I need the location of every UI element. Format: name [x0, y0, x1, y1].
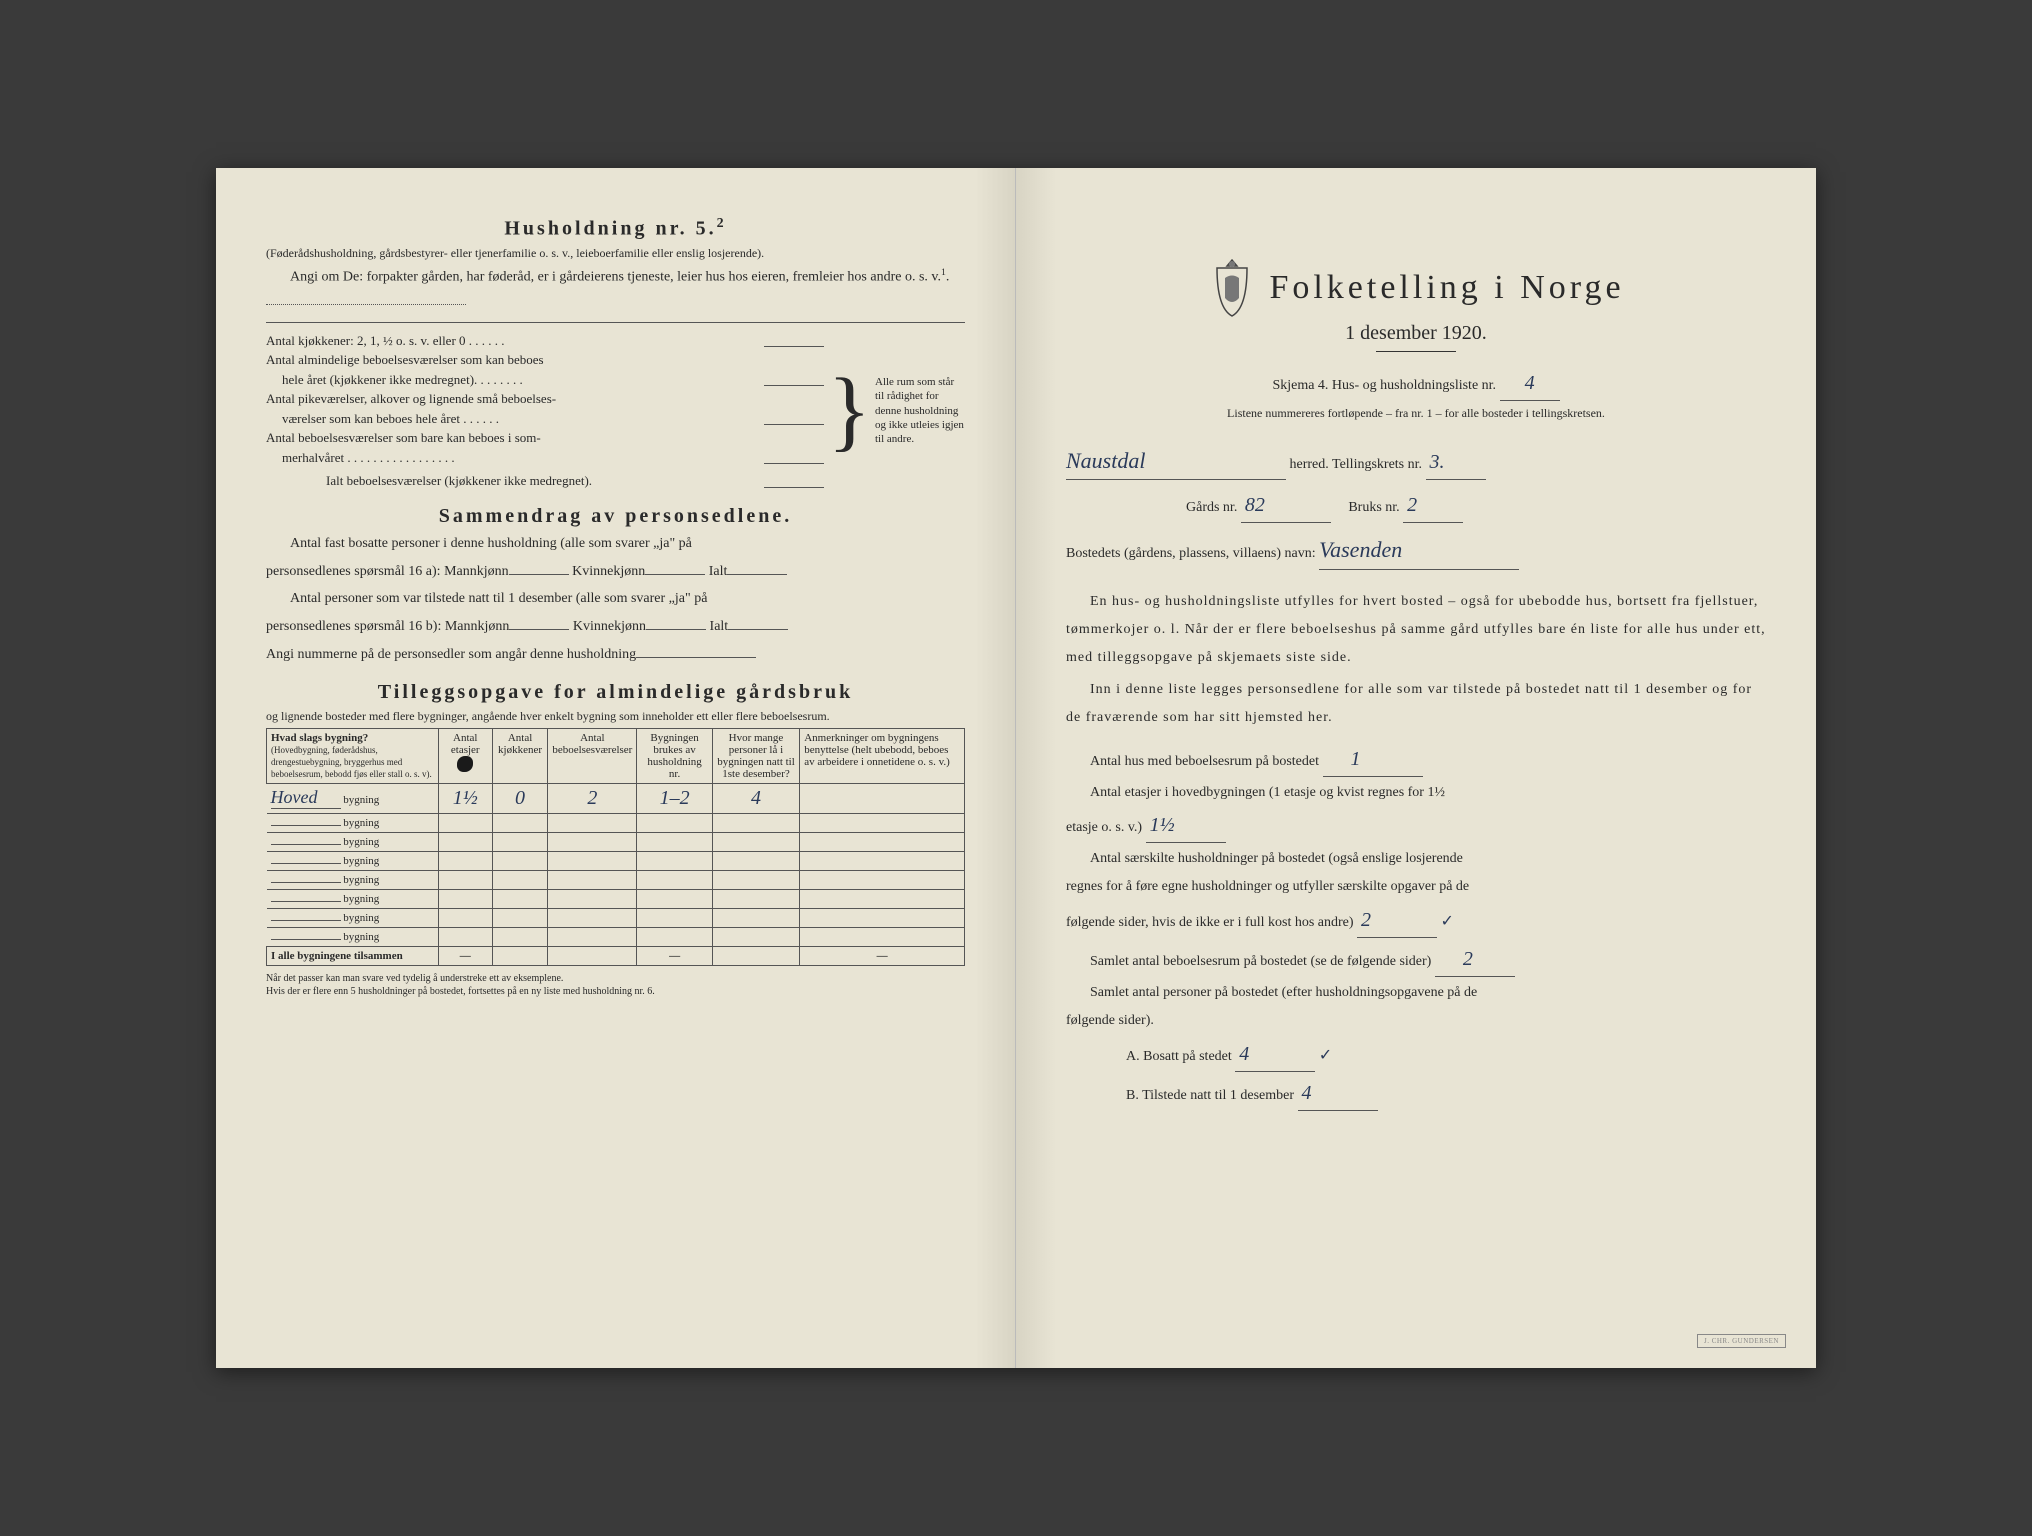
th-type: Hvad slags bygning? (Hovedbygning, føder…: [267, 729, 439, 784]
herred-line: Naustdal herred. Tellingskrets nr. 3.: [1066, 442, 1766, 480]
brace-icon: }: [824, 361, 875, 461]
table-row: bygning: [267, 871, 965, 890]
skjema-line: Skjema 4. Hus- og husholdningsliste nr. …: [1066, 366, 1766, 401]
buildings-table: Hvad slags bygning? (Hovedbygning, føder…: [266, 728, 965, 966]
subtitle-date: 1 desember 1920.: [1066, 322, 1766, 345]
summary-line3: Angi nummerne på de personsedler som ang…: [266, 643, 965, 667]
rooms-block: Antal kjøkkener: 2, 1, ½ o. s. v. eller …: [266, 331, 965, 491]
th-etasjer: Antal etasjer: [438, 729, 492, 784]
bosted-line: Bostedets (gårdens, plassens, villaens) …: [1066, 531, 1766, 569]
coat-of-arms-icon: [1207, 258, 1257, 318]
brace-caption: Alle rum som står til rådighet for denne…: [875, 375, 965, 446]
left-page: Husholdning nr. 5.2 (Føderådshusholdning…: [216, 168, 1016, 1368]
printer-stamp: J. CHR. GUNDERSEN: [1697, 1334, 1786, 1348]
q3c: følgende sider, hvis de ikke er i full k…: [1066, 903, 1766, 938]
para2: Inn i denne liste legges personsedlene f…: [1066, 676, 1766, 732]
q3b: regnes for å føre egne husholdninger og …: [1066, 875, 1766, 899]
table-row: Hoved bygning 1½ 0 2 1–2 4: [267, 784, 965, 814]
table-row: bygning: [267, 928, 965, 947]
q5b: følgende sider).: [1066, 1009, 1766, 1033]
summary-line1b: personsedlenes spørsmål 16 a): Mannkjønn…: [266, 560, 965, 584]
th-hushold: Bygningen brukes av husholdning nr.: [637, 729, 712, 784]
table-row: bygning: [267, 814, 965, 833]
title-row: Folketelling i Norge: [1066, 258, 1766, 318]
table-row: bygning: [267, 909, 965, 928]
tillegg-sub: og lignende bosteder med flere bygninger…: [266, 708, 965, 725]
tillegg-title: Tilleggsopgave for almindelige gårdsbruk: [266, 681, 965, 704]
q2b: etasje o. s. v.) 1½: [1066, 808, 1766, 843]
th-vaerelser: Antal beboelsesværelser: [548, 729, 637, 784]
q3a: Antal særskilte husholdninger på bostede…: [1066, 847, 1766, 871]
right-page: Folketelling i Norge 1 desember 1920. Sk…: [1016, 168, 1816, 1368]
q2a: Antal etasjer i hovedbygningen (1 etasje…: [1066, 781, 1766, 805]
table-sum-row: I alle bygningene tilsammen ———: [267, 947, 965, 966]
th-personer: Hvor mange personer lå i bygningen natt …: [712, 729, 799, 784]
table-row: bygning: [267, 852, 965, 871]
household5-angi: Angi om De: forpakter gården, har føderå…: [266, 265, 965, 313]
qA: A. Bosatt på stedet 4 ✓: [1066, 1037, 1766, 1072]
th-anm: Anmerkninger om bygningens benyttelse (h…: [800, 729, 965, 784]
para1: En hus- og husholdningsliste utfylles fo…: [1066, 588, 1766, 672]
qB: B. Tilstede natt til 1 desember 4: [1066, 1076, 1766, 1111]
table-row: bygning: [267, 833, 965, 852]
summary-line1: Antal fast bosatte personer i denne hush…: [266, 532, 965, 556]
summary-line2b: personsedlenes spørsmål 16 b): Mannkjønn…: [266, 615, 965, 639]
document-spread: Husholdning nr. 5.2 (Føderådshusholdning…: [216, 168, 1816, 1368]
q5a: Samlet antal personer på bostedet (efter…: [1066, 981, 1766, 1005]
gards-line: Gårds nr. 82 Bruks nr. 2: [1066, 488, 1766, 523]
household5-note: (Føderådshusholdning, gårdsbestyrer- ell…: [266, 245, 965, 262]
q1: Antal hus med beboelsesrum på bostedet 1: [1066, 742, 1766, 777]
table-row: bygning: [267, 890, 965, 909]
summary-line2: Antal personer som var tilstede natt til…: [266, 587, 965, 611]
q4: Samlet antal beboelsesrum på bostedet (s…: [1066, 942, 1766, 977]
main-title: Folketelling i Norge: [1269, 269, 1624, 307]
th-kjokken: Antal kjøkkener: [492, 729, 548, 784]
summary-title: Sammendrag av personsedlene.: [266, 505, 965, 528]
left-footnote: Når det passer kan man svare ved tydelig…: [266, 972, 965, 998]
listene-note: Listene nummereres fortløpende – fra nr.…: [1066, 405, 1766, 422]
household5-title: Husholdning nr. 5.2: [266, 216, 965, 241]
